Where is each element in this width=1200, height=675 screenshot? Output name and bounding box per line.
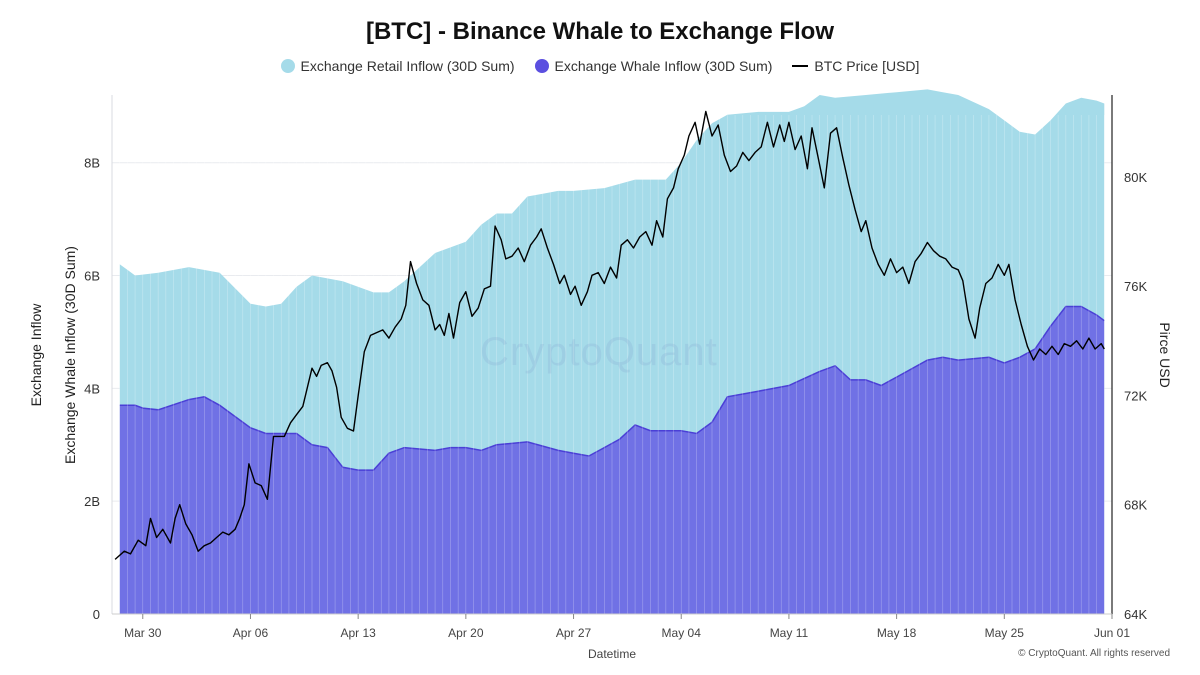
legend-swatch-whale	[534, 59, 549, 73]
x-tick-label: Mar 30	[124, 626, 162, 640]
x-tick-label: Apr 20	[448, 626, 484, 640]
series-whale-outline	[119, 305, 1105, 471]
x-tick-label: Apr 27	[556, 626, 592, 640]
x-tick-label: May 11	[770, 626, 809, 640]
legend-item-price[interactable]: BTC Price [USD]	[792, 58, 919, 74]
legend-swatch-retail	[280, 59, 295, 73]
legend-item-retail[interactable]: Exchange Retail Inflow (30D Sum)	[280, 58, 515, 74]
x-tick-label: Apr 13	[340, 626, 376, 640]
series-whale-area	[119, 306, 1105, 614]
y-right-tick-label: 72K	[1124, 388, 1147, 403]
x-tick-label: Apr 06	[233, 626, 269, 640]
series-price-line	[114, 110, 1105, 560]
y-axis-label-outer: Exchange Inflow	[28, 303, 44, 407]
x-tick-label: May 25	[985, 626, 1025, 640]
y-left-tick-label: 8B	[84, 156, 100, 171]
legend-label-price: BTC Price [USD]	[814, 58, 920, 74]
y-axis-label-inner: Exchange Whale Inflow (30D Sum)	[62, 246, 78, 464]
y-left-tick-label: 4B	[84, 381, 100, 396]
x-tick-label: Jun 01	[1094, 626, 1130, 640]
y-right-tick-label: 76K	[1124, 279, 1147, 294]
y-left-tick-label: 2B	[84, 494, 100, 509]
x-tick-label: May 04	[662, 626, 702, 640]
legend-item-whale[interactable]: Exchange Whale Inflow (30D Sum)	[534, 58, 773, 74]
y-right-tick-label: 80K	[1124, 170, 1147, 185]
axis-layer: 0 2B 4B 6B 8B 64K 68K 72K 76K 80K Mar 30 Apr 06 Apr …	[84, 95, 1147, 640]
y-axis-label-right: Pirce USD	[1157, 322, 1173, 387]
x-axis-label: Datetime	[588, 647, 636, 661]
chart-legend: Exchange Retail Inflow (30D Sum) Exchang…	[0, 58, 1200, 74]
y-left-tick-label: 6B	[84, 269, 100, 284]
legend-label-whale: Exchange Whale Inflow (30D Sum)	[554, 58, 773, 74]
y-right-tick-label: 68K	[1124, 498, 1147, 513]
legend-label-retail: Exchange Retail Inflow (30D Sum)	[300, 58, 515, 74]
x-tick-label: May 18	[877, 626, 917, 640]
y-left-tick-label: 0	[93, 607, 100, 622]
area-layer	[119, 89, 1105, 614]
copyright-notice: © CryptoQuant. All rights reserved	[1018, 648, 1170, 659]
chart-title: [BTC] - Binance Whale to Exchange Flow	[365, 18, 835, 45]
y-right-tick-label: 64K	[1124, 607, 1147, 622]
watermark: CryptoQuant	[480, 330, 718, 374]
line-layer	[114, 110, 1105, 560]
legend-swatch-price	[792, 65, 809, 67]
